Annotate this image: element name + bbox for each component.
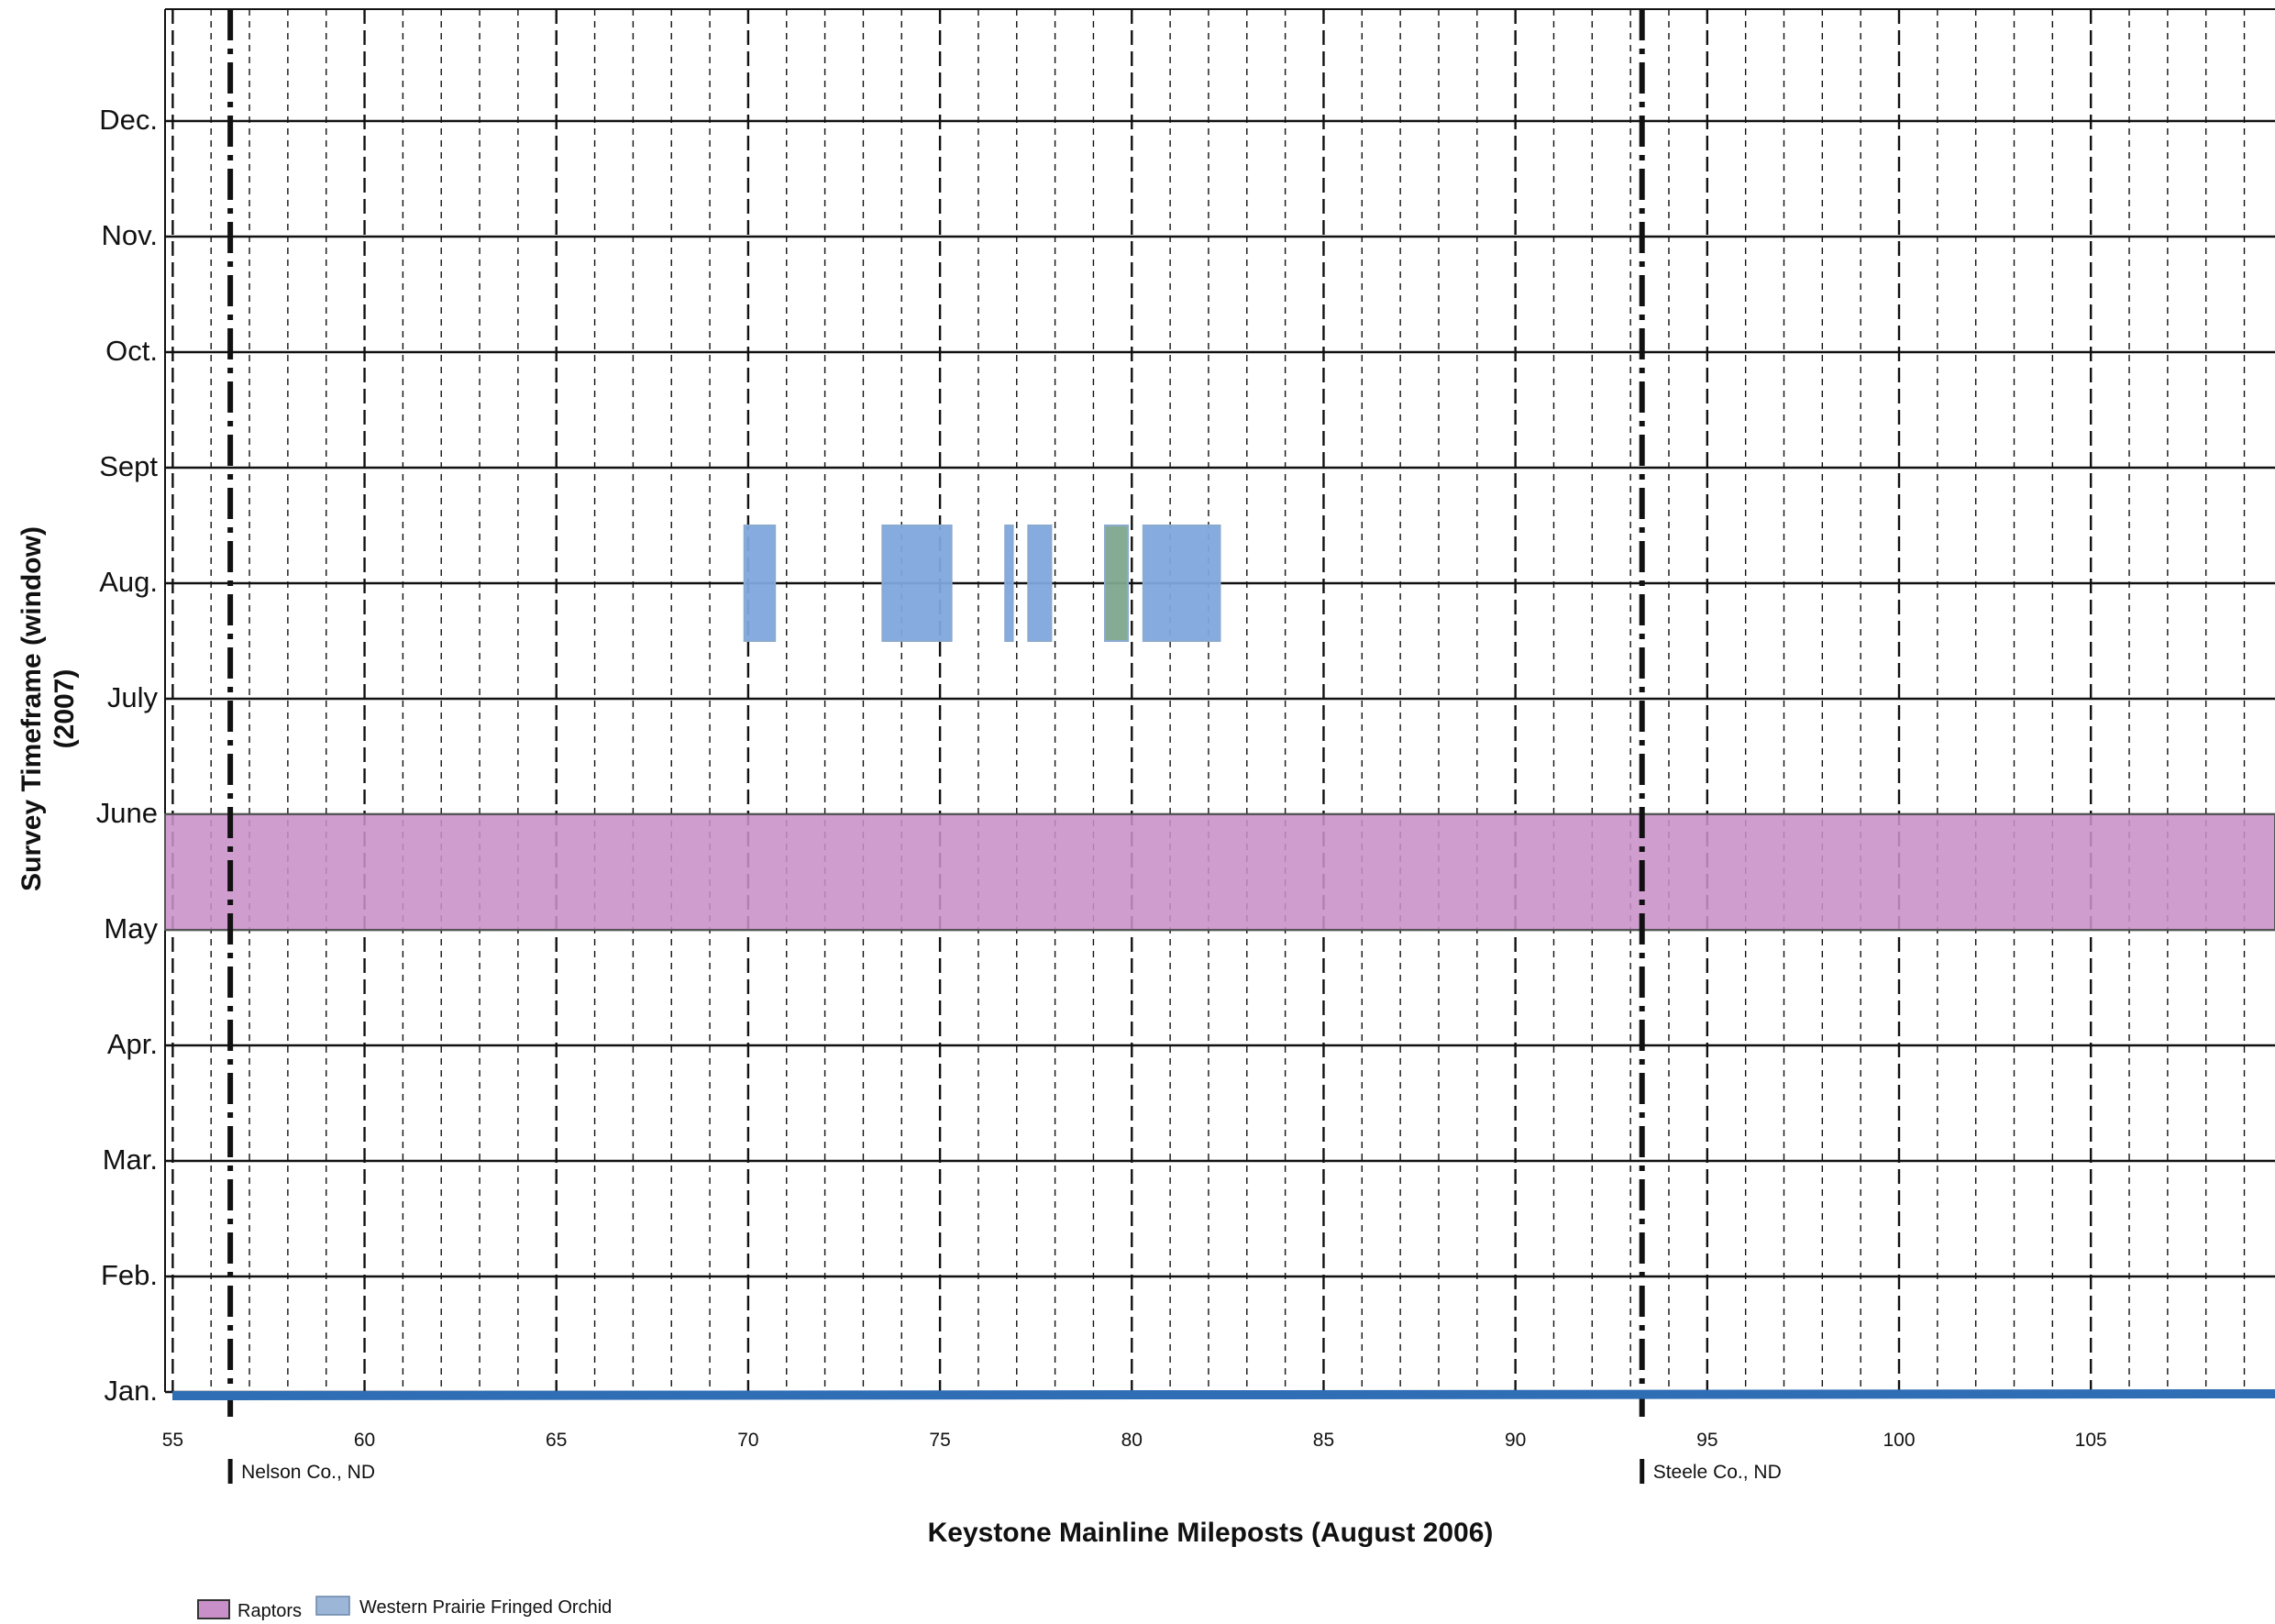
legend-swatch-raptors [197, 1599, 230, 1619]
orchid-window-bar [1027, 525, 1053, 642]
raptors-window-bar [164, 813, 2275, 931]
orchid-window-bar [881, 525, 953, 642]
axes: Jan. Feb. Mar. Apr. May June July Aug. Sept Oct. N… [96, 104, 2275, 1451]
y-axis-subtitle: (2007) [50, 669, 80, 749]
month-label: Nov. [102, 219, 158, 251]
month-label: Aug. [99, 566, 158, 598]
x-axis-title: Keystone Mainline Mileposts (August 2006… [928, 1518, 1494, 1548]
orchid-window-bar [1004, 525, 1014, 642]
month-label: June [96, 797, 158, 829]
month-label: May [104, 912, 158, 945]
x-tick-label: 70 [737, 1430, 758, 1451]
survey-windows [164, 525, 2275, 931]
month-label: Jan. [104, 1375, 158, 1407]
orchid-window-bar [743, 525, 777, 642]
x-tick-label: 85 [1313, 1430, 1334, 1451]
x-tick-label: 95 [1696, 1430, 1717, 1451]
month-label: Sept [99, 450, 158, 482]
y-axis-title: Survey Timeframe (window) [17, 526, 47, 891]
month-label: July [107, 681, 159, 713]
county-label: Nelson Co., ND [241, 1462, 375, 1483]
x-tick-label: 100 [1883, 1430, 1915, 1451]
month-label: Mar. [103, 1143, 158, 1176]
x-tick-label: 90 [1505, 1430, 1526, 1451]
orchid-window-bar [1103, 525, 1130, 642]
pipeline-bar [171, 1389, 2275, 1400]
grid [164, 8, 2275, 1394]
orchid-window-bar [1142, 525, 1221, 642]
x-tick-label: 65 [546, 1430, 567, 1451]
month-label: Dec. [99, 104, 158, 136]
month-label: Feb. [101, 1259, 158, 1291]
month-label: Oct. [105, 335, 158, 367]
month-label: Apr. [107, 1028, 158, 1060]
x-tick-label: 75 [929, 1430, 950, 1451]
x-tick-label: 105 [2075, 1430, 2107, 1451]
legend-label-raptors: Raptors [237, 1601, 302, 1621]
county-label: Steele Co., ND [1653, 1462, 1782, 1483]
x-tick-label: 80 [1121, 1430, 1143, 1451]
county-boundaries: Nelson Co., ND Steele Co., ND [227, 9, 1782, 1484]
legend-label-orchid: Western Prairie Fringed Orchid [359, 1597, 612, 1618]
x-tick-label: 60 [354, 1430, 375, 1451]
x-tick-label: 55 [162, 1430, 183, 1451]
legend: Raptors Western Prairie Fringed Orchid [197, 1596, 612, 1621]
county-marker [1640, 1459, 1645, 1484]
county-marker [227, 1459, 233, 1484]
legend-swatch-orchid [315, 1596, 350, 1616]
